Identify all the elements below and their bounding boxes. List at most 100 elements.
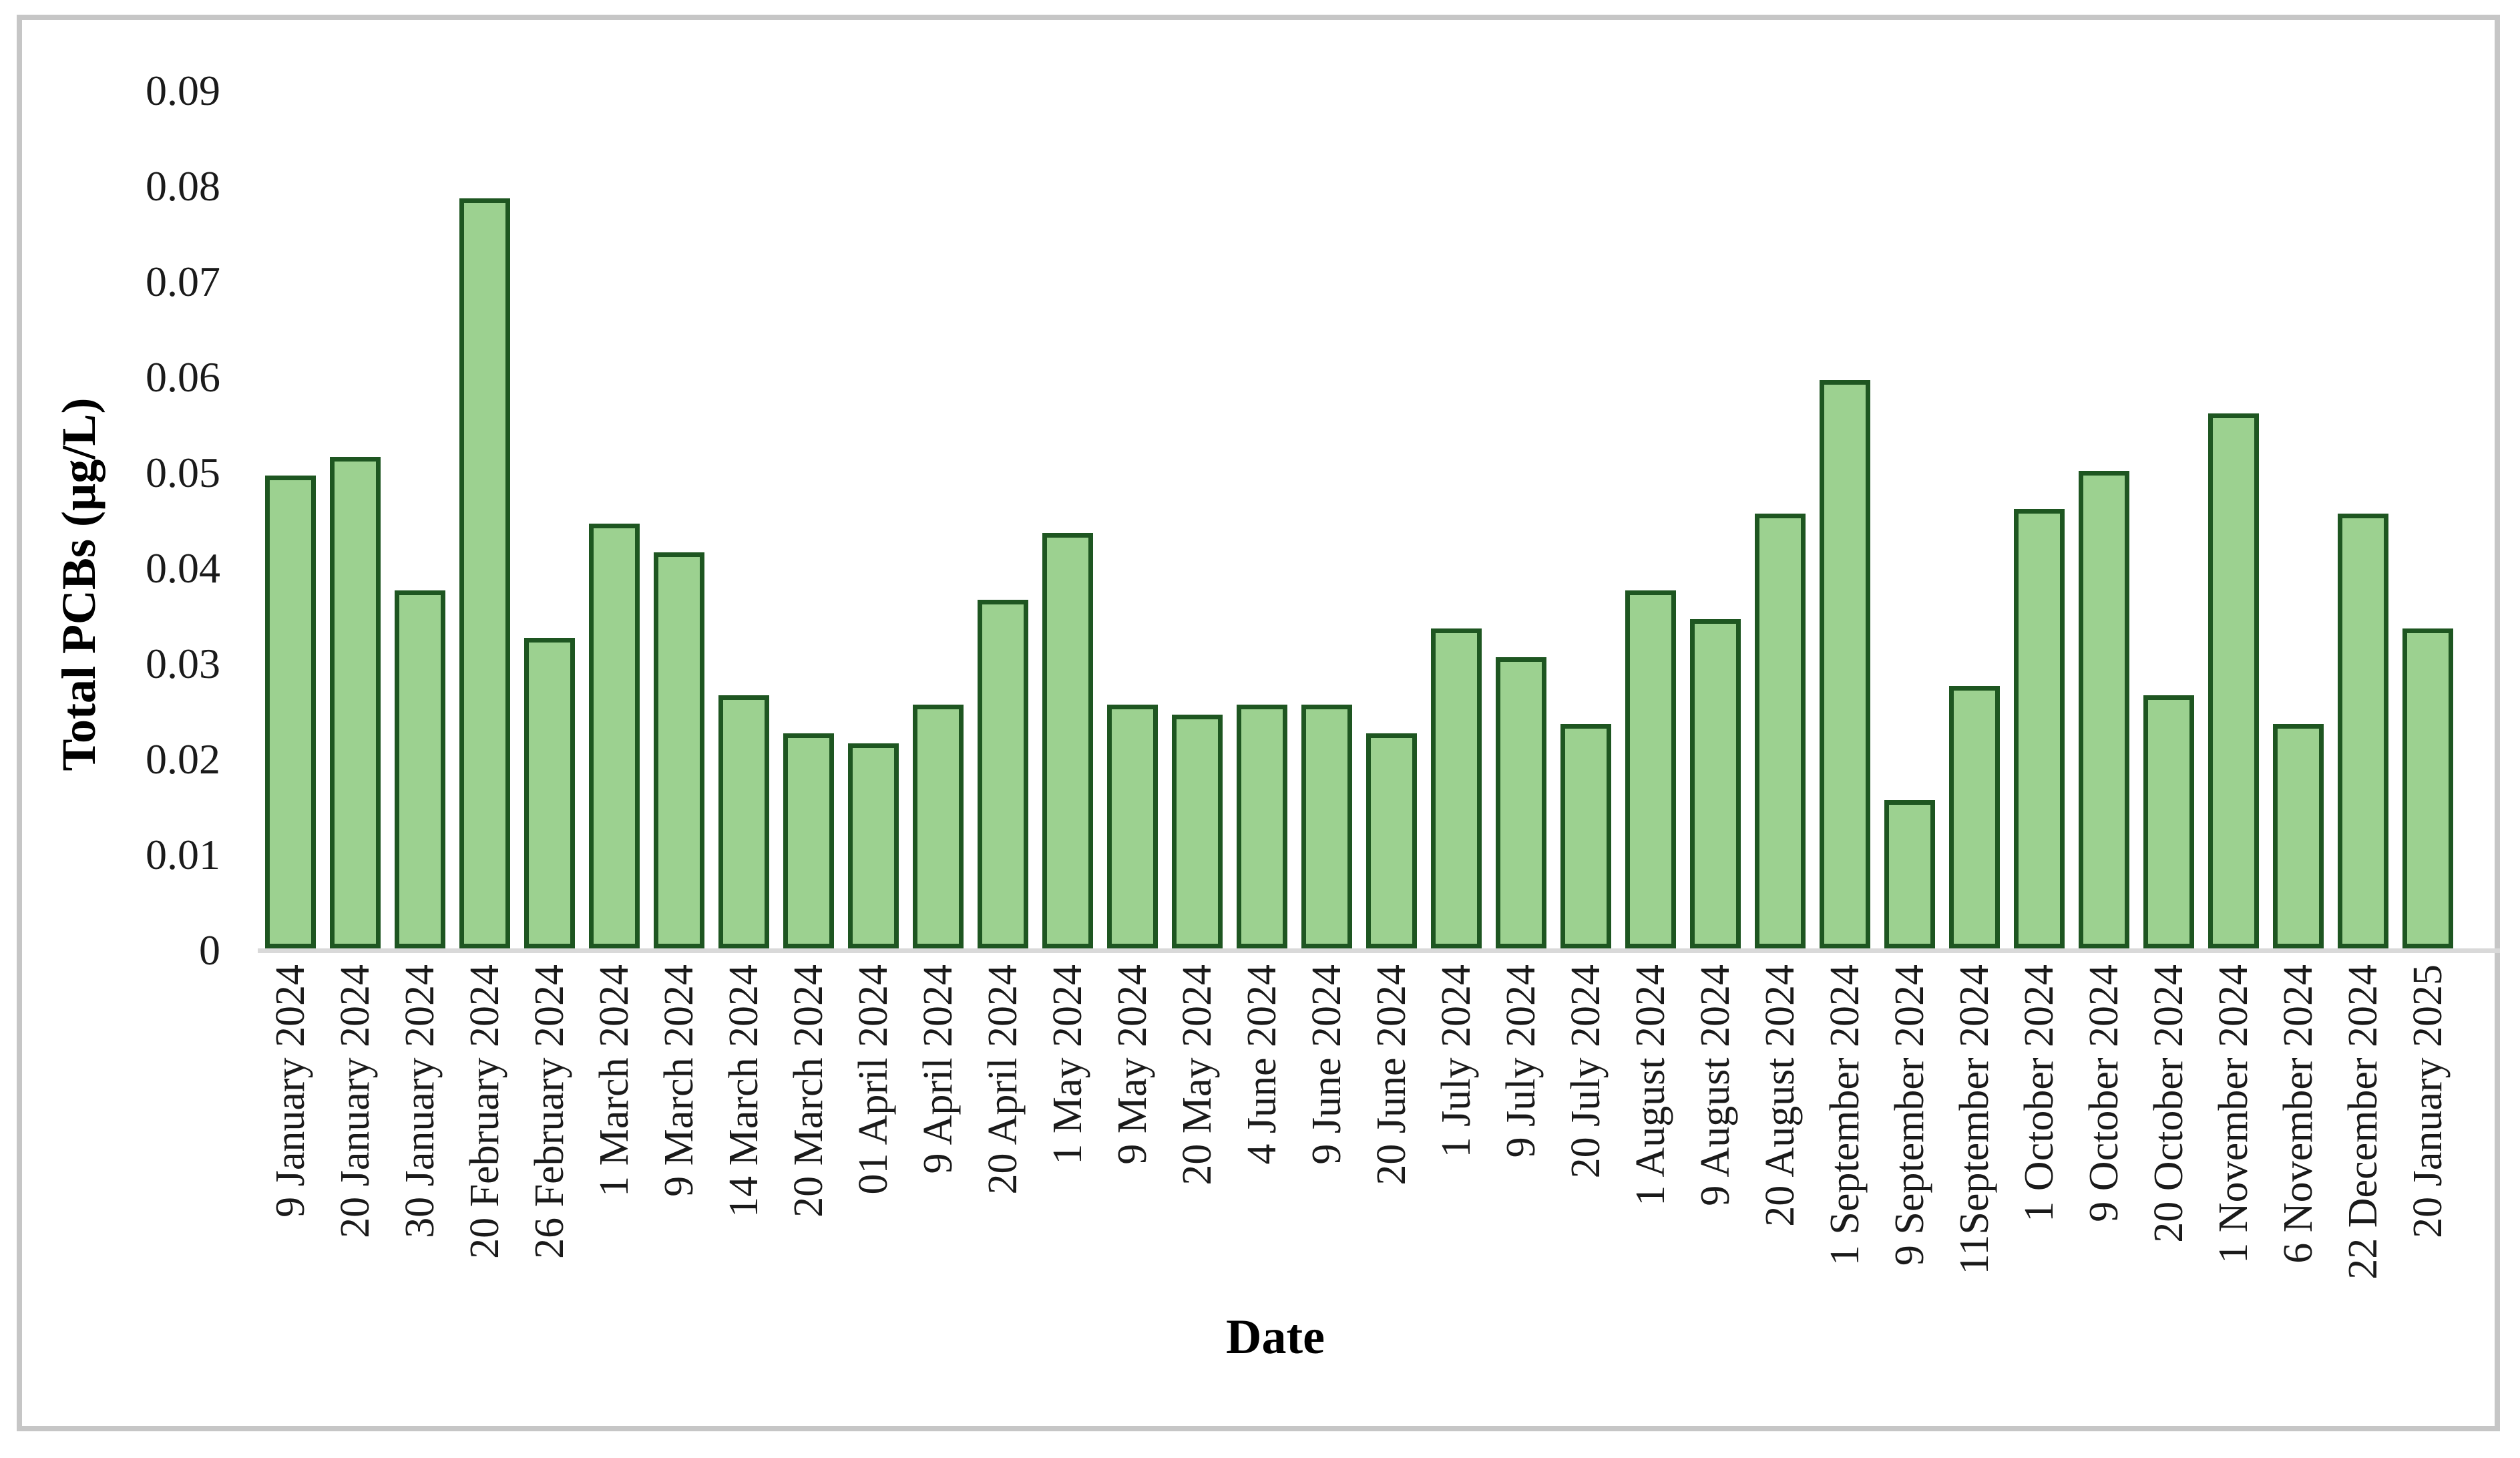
bar-1-august-2024 [1625, 590, 1676, 948]
x-tick-label-text: 20 January 2025 [2405, 964, 2451, 1238]
x-tick-label: 14 March 2024 [712, 964, 777, 1379]
bar-6-november-2024 [2273, 723, 2324, 948]
bar-9-august-2024 [1690, 618, 1741, 948]
bar-22-december-2024 [2338, 514, 2388, 948]
x-tick-label-text: 9 September 2024 [1887, 964, 1932, 1266]
x-tick-label-text: 20 May 2024 [1175, 964, 1220, 1186]
bar-4-june-2024 [1237, 705, 1287, 948]
x-tick-label: 20 February 2024 [453, 964, 517, 1379]
x-tick-label: 9 September 2024 [1878, 964, 1942, 1379]
bar-20-july-2024 [1560, 723, 1611, 948]
y-tick-label: 0.04 [146, 544, 220, 592]
x-tick-label-text: 26 February 2024 [527, 964, 572, 1259]
x-tick-label-text: 30 January 2024 [397, 964, 443, 1238]
x-tick-label: 20 January 2025 [2396, 964, 2461, 1379]
bar-20-january-2024 [330, 456, 381, 948]
y-tick-label: 0.05 [146, 449, 220, 496]
x-tick-label-text: 20 March 2024 [786, 964, 831, 1218]
x-tick-label-text: 20 January 2024 [333, 964, 378, 1238]
x-tick-label: 1 March 2024 [582, 964, 647, 1379]
bar-20-january-2025 [2402, 628, 2453, 948]
x-tick-label-text: 01 April 2024 [851, 964, 896, 1195]
bar-9-january-2024 [265, 476, 316, 948]
bar-20-may-2024 [1172, 714, 1223, 948]
x-tick-label-text: 20 August 2024 [1757, 964, 1803, 1227]
x-tick-label-text: 9 June 2024 [1304, 964, 1349, 1165]
x-tick-label: 20 April 2024 [971, 964, 1036, 1379]
y-tick-label: 0.01 [146, 831, 220, 878]
bar-14-march-2024 [718, 695, 769, 948]
bar-9-september-2024 [1884, 800, 1935, 948]
x-tick-label: 9 August 2024 [1683, 964, 1748, 1379]
x-axis-line [258, 948, 2500, 953]
y-tick-label: 0.07 [146, 258, 220, 305]
x-tick-label: 1 November 2024 [2201, 964, 2266, 1379]
x-tick-label-text: 9 May 2024 [1110, 964, 1155, 1165]
x-tick-label: 1 August 2024 [1619, 964, 1683, 1379]
bar-01-april-2024 [848, 743, 899, 948]
bar-1-may-2024 [1042, 532, 1093, 948]
x-tick-label-text: 1 November 2024 [2211, 964, 2256, 1264]
x-tick-label: 9 July 2024 [1489, 964, 1554, 1379]
bar-20-march-2024 [783, 733, 834, 948]
x-tick-label: 6 November 2024 [2266, 964, 2331, 1379]
y-tick-label: 0.02 [146, 735, 220, 783]
x-tick-label: 20 March 2024 [777, 964, 841, 1379]
x-tick-label-text: 1 August 2024 [1628, 964, 1673, 1206]
x-tick-label: 26 February 2024 [517, 964, 582, 1379]
x-tick-label-text: 9 October 2024 [2081, 964, 2127, 1222]
x-tick-label-text: 20 June 2024 [1369, 964, 1414, 1186]
x-tick-label: 20 October 2024 [2137, 964, 2201, 1379]
x-axis-title: Date [1226, 1310, 1325, 1364]
bar-20-august-2024 [1755, 514, 1806, 948]
x-tick-label-text: 9 January 2024 [268, 964, 313, 1218]
x-tick-label-text: 1 July 2024 [1434, 964, 1479, 1158]
bar-9-march-2024 [654, 552, 704, 948]
bar-20-february-2024 [459, 198, 510, 948]
bar-9-july-2024 [1496, 657, 1546, 948]
x-tick-label: 20 July 2024 [1554, 964, 1619, 1379]
x-tick-label-text: 9 March 2024 [656, 964, 702, 1197]
x-tick-label: 20 January 2024 [323, 964, 388, 1379]
y-tick-label: 0.09 [146, 67, 220, 114]
x-tick-label-text: 14 March 2024 [721, 964, 767, 1218]
bar-1-march-2024 [589, 523, 640, 948]
x-tick-label-text: 9 July 2024 [1498, 964, 1544, 1158]
x-tick-label: 9 April 2024 [906, 964, 971, 1379]
x-tick-label-text: 1 October 2024 [2017, 964, 2062, 1222]
x-tick-label-text: 11September 2024 [1952, 964, 1997, 1275]
y-tick-label: 0 [199, 926, 220, 974]
x-tick-label-text: 6 November 2024 [2276, 964, 2321, 1264]
bar-26-february-2024 [524, 638, 575, 948]
bar-20-june-2024 [1366, 733, 1417, 948]
bar-1-november-2024 [2208, 413, 2259, 948]
x-tick-label: 30 January 2024 [388, 964, 453, 1379]
x-tick-label-text: 20 February 2024 [462, 964, 507, 1259]
bar-20-october-2024 [2143, 695, 2194, 948]
x-tick-label-text: 20 April 2024 [980, 964, 1026, 1195]
bar-9-october-2024 [2079, 471, 2129, 948]
x-tick-label: 1 October 2024 [2007, 964, 2072, 1379]
x-tick-label: 20 August 2024 [1748, 964, 1813, 1379]
y-tick-label: 0.08 [146, 162, 220, 210]
x-tick-label: 9 March 2024 [647, 964, 712, 1379]
x-tick-label-text: 20 October 2024 [2146, 964, 2191, 1243]
bar-9-may-2024 [1107, 705, 1158, 948]
x-tick-label: 9 October 2024 [2072, 964, 2137, 1379]
x-tick-label-text: 1 March 2024 [592, 964, 637, 1197]
bar-11september-2024 [1949, 685, 2000, 948]
x-tick-label: 11September 2024 [1942, 964, 2007, 1379]
x-tick-label-text: 9 August 2024 [1693, 964, 1738, 1206]
x-tick-label-text: 20 July 2024 [1563, 964, 1609, 1179]
x-tick-label: 22 December 2024 [2331, 964, 2396, 1379]
x-tick-label-text: 9 April 2024 [915, 964, 961, 1174]
bar-30-january-2024 [395, 590, 445, 948]
y-axis-title: Total PCBs (µg/L) [51, 397, 106, 771]
bar-20-april-2024 [978, 600, 1028, 948]
x-tick-label-text: 4 June 2024 [1239, 964, 1285, 1165]
bar-1-july-2024 [1431, 628, 1482, 948]
x-tick-label: 9 January 2024 [258, 964, 323, 1379]
y-tick-label: 0.06 [146, 353, 220, 401]
